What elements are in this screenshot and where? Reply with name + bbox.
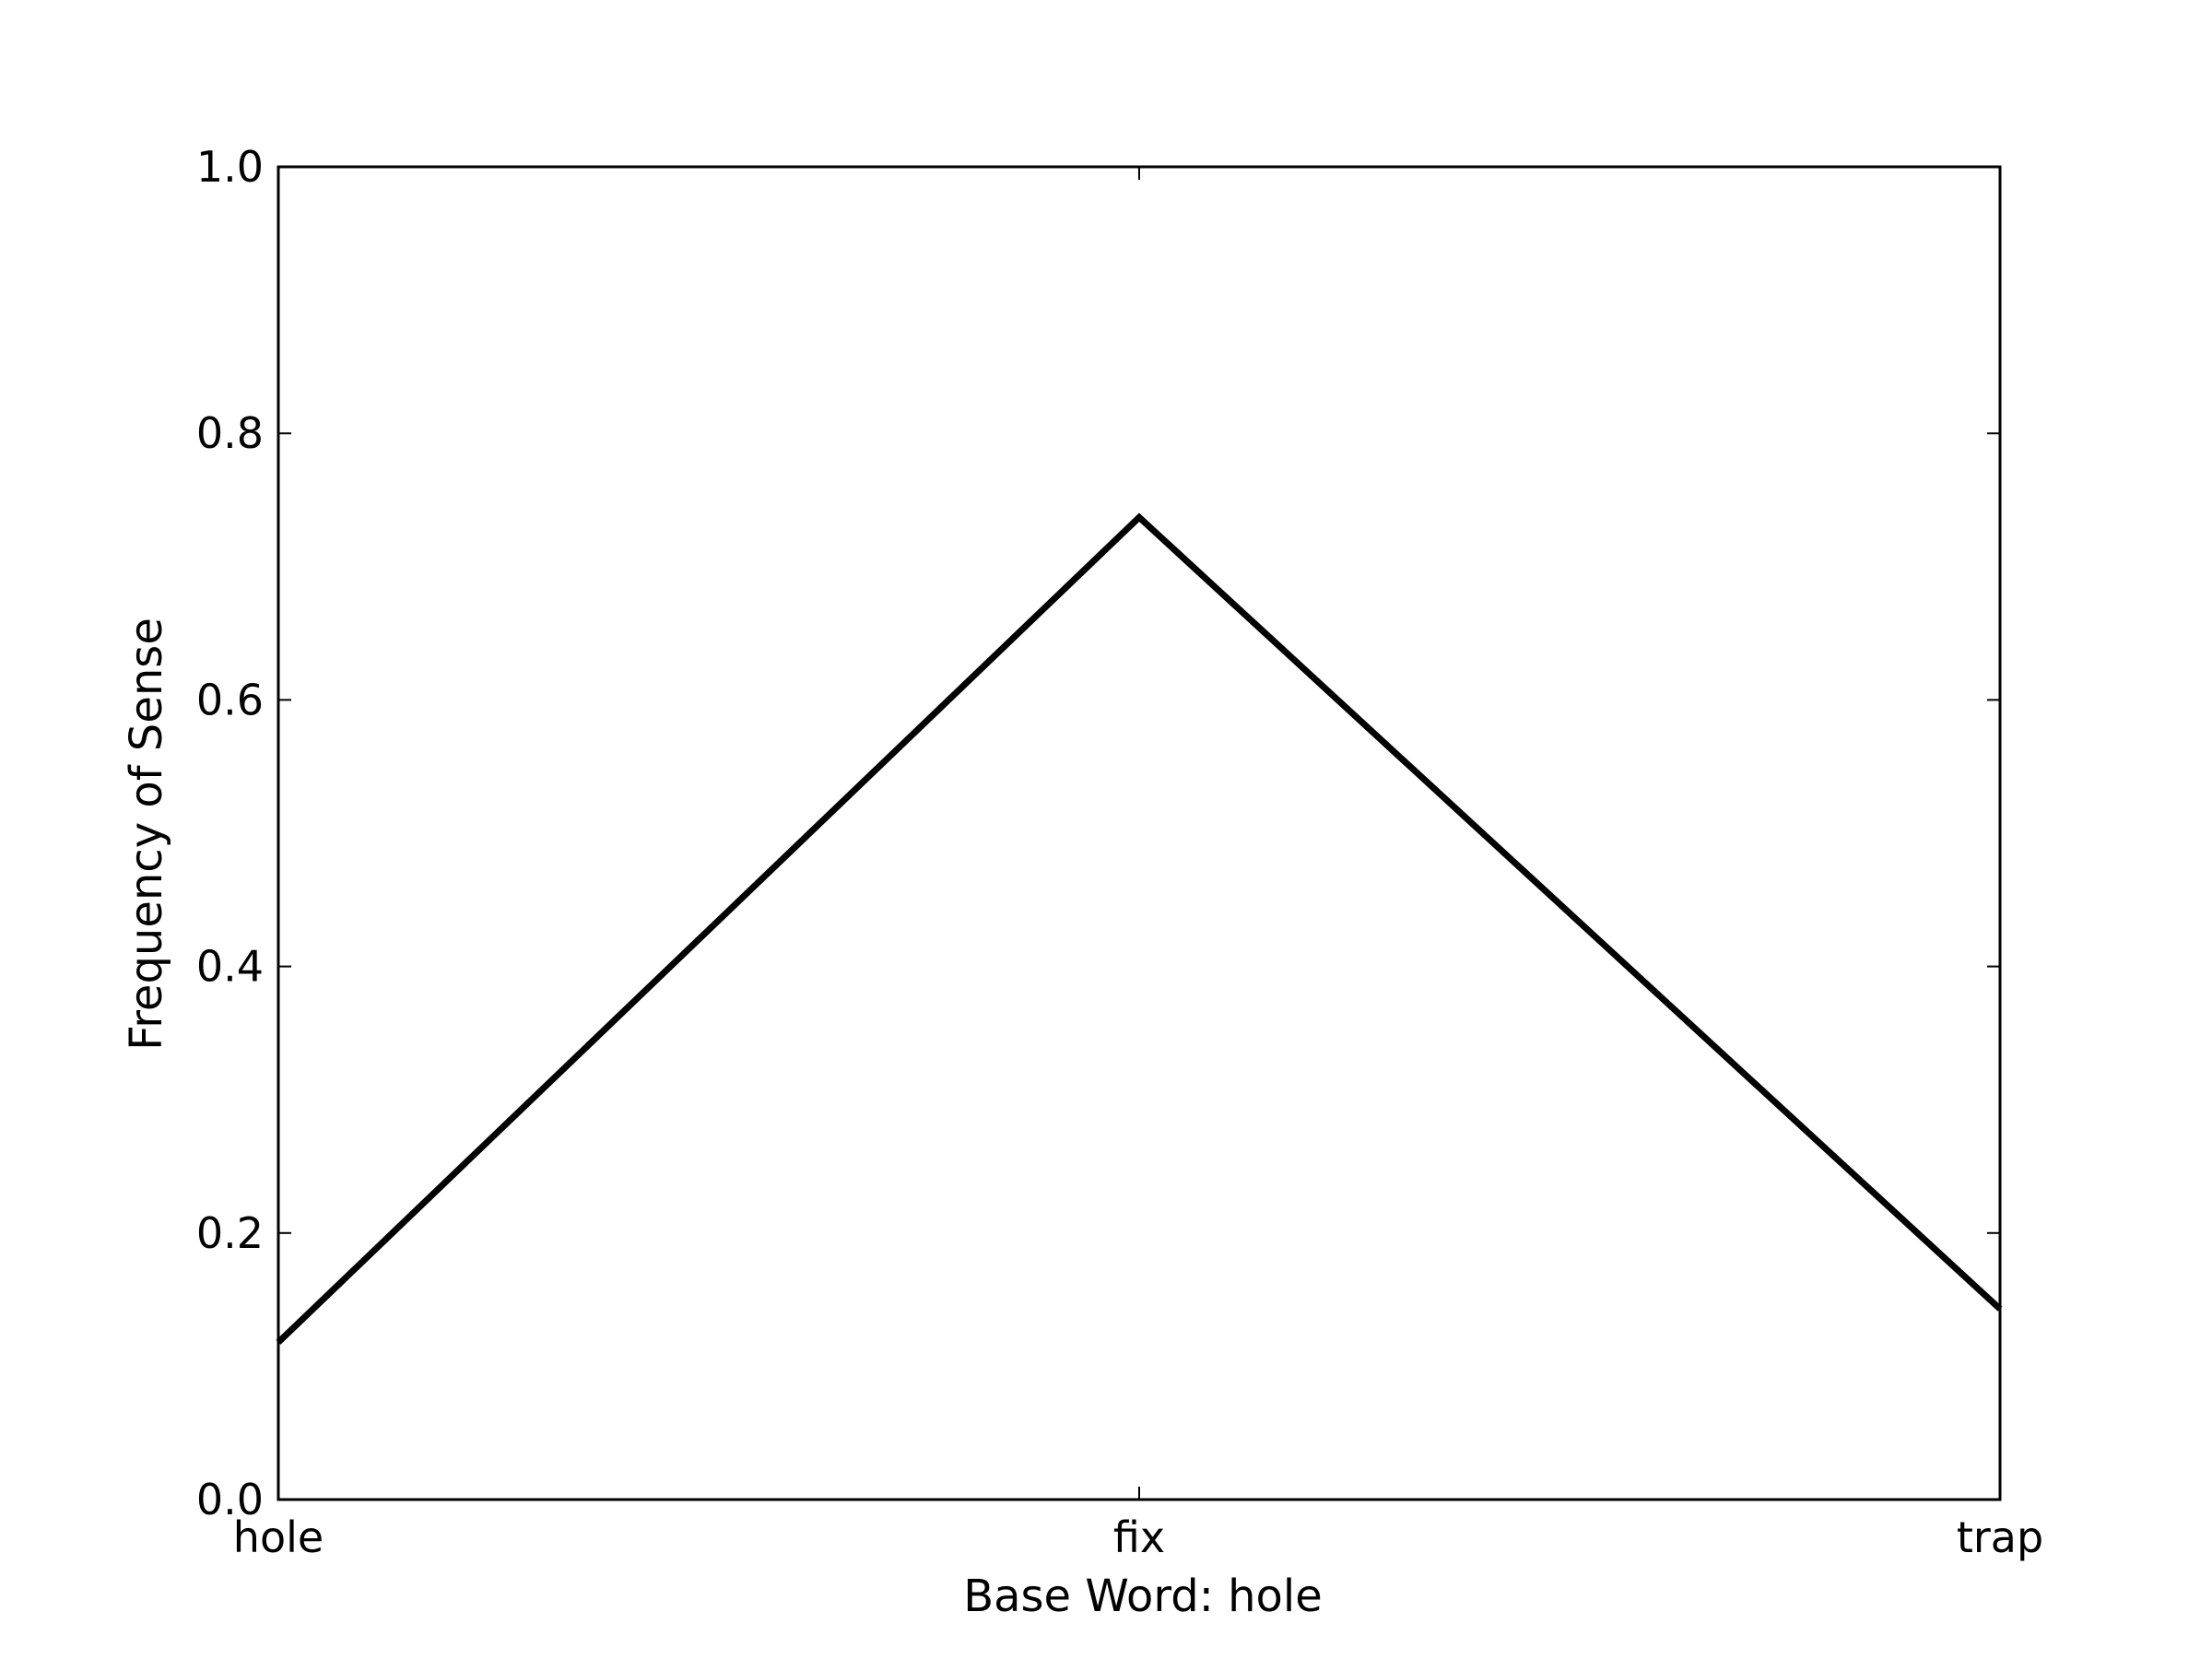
y-tick-label-2: 0.4 [196, 942, 264, 992]
y-tick-label-3: 0.6 [196, 675, 264, 724]
x-tick-label-fix: fix [1113, 1512, 1165, 1562]
plot-area: 0.0 0.2 0.4 0.6 0.8 1.0 hole fix trap [196, 142, 2043, 1562]
y-axis-label: Frequency of Sense [121, 618, 172, 1051]
x-axis-label: Base Word: hole [963, 1571, 1323, 1622]
y-tick-label-4: 0.8 [196, 408, 264, 458]
y-tick-label-0: 0.0 [196, 1475, 264, 1524]
x-tick-label-trap: trap [1957, 1512, 2043, 1562]
y-tick-label-1: 0.2 [196, 1208, 264, 1258]
x-tick-label-hole: hole [233, 1512, 324, 1562]
plot-frame [276, 165, 2002, 1501]
series-line-0 [276, 512, 2003, 1345]
y-tick-label-5: 1.0 [196, 142, 264, 192]
